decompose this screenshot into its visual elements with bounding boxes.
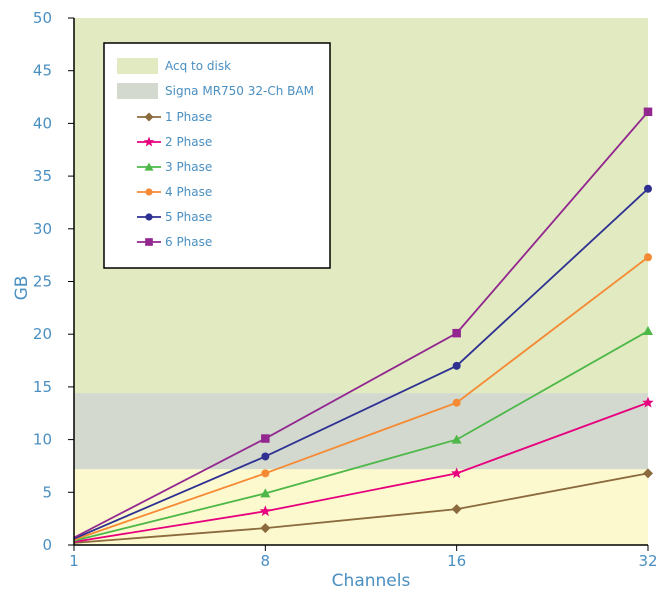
y-tick-label: 15 — [33, 378, 52, 396]
marker-circle — [452, 398, 461, 407]
marker-circle — [644, 184, 652, 193]
legend-label: Acq to disk — [165, 59, 231, 73]
legend-box — [103, 42, 331, 269]
series-line — [73, 330, 649, 542]
legend-item-2: 2 Phase — [137, 135, 212, 149]
series-layer — [73, 107, 654, 544]
marker-star — [143, 136, 155, 147]
marker-circle — [261, 452, 270, 461]
legend-swatch — [117, 58, 158, 74]
legend-item-3: 3 Phase — [137, 160, 212, 174]
marker-star — [450, 467, 463, 479]
axes: 0 5 10 15 20 25 30 35 40 45 50 1 8 16 32 — [33, 9, 658, 570]
x-tick-label: 1 — [69, 552, 79, 570]
marker-circle — [452, 361, 461, 370]
marker-circle — [145, 188, 153, 196]
series-4 — [73, 253, 652, 541]
y-tick-label: 25 — [33, 273, 52, 291]
series-1 — [73, 468, 653, 544]
legend-label: 4 Phase — [165, 185, 212, 199]
y-tick-label: 35 — [33, 167, 52, 185]
marker-diamond — [144, 112, 154, 122]
series-2 — [73, 396, 654, 543]
marker-diamond — [451, 504, 462, 515]
y-tick-label: 20 — [33, 325, 52, 343]
y-tick-label: 50 — [33, 9, 52, 27]
y-tick-label: 30 — [33, 220, 52, 238]
marker-triangle — [144, 162, 154, 171]
marker-star — [642, 396, 654, 408]
marker-circle — [644, 253, 652, 262]
legend-item-1: 1 Phase — [137, 110, 212, 124]
marker-diamond — [260, 523, 271, 534]
legend-item-4: 4 Phase — [137, 185, 212, 199]
x-tick-label: 16 — [447, 552, 466, 570]
band-2 — [74, 393, 648, 470]
y-tick-label: 45 — [33, 62, 52, 80]
legend-label: 5 Phase — [165, 210, 212, 224]
series-line — [73, 111, 649, 539]
legend-item-5: 5 Phase — [137, 210, 212, 224]
marker-triangle — [260, 488, 271, 498]
marker-triangle — [643, 326, 653, 336]
legend-label: 3 Phase — [165, 160, 212, 174]
legend-label: 2 Phase — [165, 135, 212, 149]
series-line — [73, 256, 649, 541]
legend-item-6: 6 Phase — [137, 235, 212, 249]
series-line — [73, 401, 649, 543]
marker-square — [145, 238, 153, 246]
x-tick-label: 8 — [261, 552, 271, 570]
marker-diamond — [643, 468, 653, 479]
legend-label: Signa MR750 32-Ch BAM — [165, 84, 314, 98]
series-line — [73, 472, 649, 544]
y-tick-label: 5 — [42, 483, 52, 501]
y-tick-label: 10 — [33, 431, 52, 449]
x-tick-label: 32 — [638, 552, 657, 570]
legend-label: 6 Phase — [165, 235, 212, 249]
y-tick-label: 0 — [42, 536, 52, 554]
marker-square — [643, 107, 653, 117]
series-6 — [73, 107, 653, 539]
legend-label: 1 Phase — [165, 110, 212, 124]
y-tick-label: 40 — [33, 114, 52, 132]
series-line — [73, 188, 649, 540]
x-axis-title: Channels — [332, 571, 411, 591]
legend: Acq to disk Signa MR750 32-Ch BAM 1 Phase 2… — [103, 42, 331, 269]
marker-circle — [261, 469, 270, 478]
series-3 — [73, 326, 653, 542]
marker-triangle — [451, 434, 462, 444]
marker-square — [452, 328, 461, 338]
marker-circle — [145, 213, 153, 221]
y-axis-title: GB — [12, 276, 32, 301]
legend-swatch — [117, 83, 158, 99]
marker-square — [261, 434, 270, 443]
series-5 — [73, 184, 652, 540]
marker-star — [259, 505, 272, 517]
